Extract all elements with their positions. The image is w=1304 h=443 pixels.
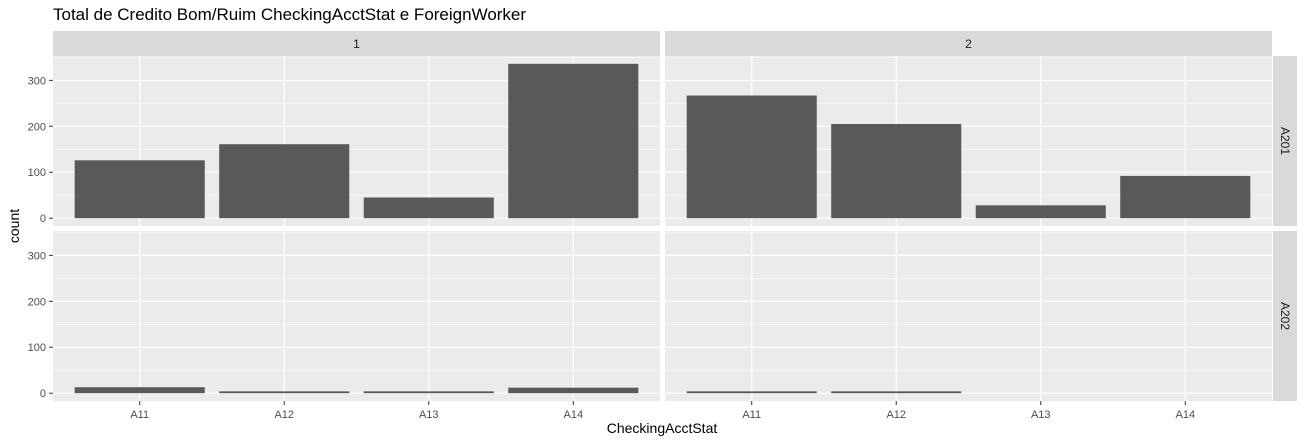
facet-strip-top-label: 1 [353, 37, 360, 51]
facet-panel [53, 56, 660, 226]
y-tick-label: 200 [28, 296, 46, 308]
x-tick-label: A12 [886, 409, 906, 421]
facet-strip-right-label: A202 [1278, 302, 1292, 330]
facet-panel [53, 231, 660, 401]
bar [363, 197, 494, 219]
facet-strip-top-label: 2 [965, 37, 972, 51]
y-tick-label: 200 [28, 121, 46, 133]
bar [508, 387, 639, 394]
y-tick-label: 100 [28, 342, 46, 354]
facet-strip-top [53, 31, 660, 56]
facet-strip-top [665, 31, 1272, 56]
bar [363, 391, 494, 394]
y-tick-label: 0 [40, 213, 46, 225]
facet-panels: 1 2 A201 A202 0 100 200 300 0 100 200 300 A11 A12 A13 A… [28, 31, 1297, 421]
bar [219, 391, 350, 394]
y-axis-title: count [6, 209, 22, 243]
x-tick-label: A14 [563, 409, 583, 421]
panel-background [665, 231, 1272, 401]
y-tick-label: 300 [28, 250, 46, 262]
bar [975, 205, 1106, 219]
bar [219, 144, 350, 219]
facet-panel [665, 231, 1272, 401]
facet-panel [665, 56, 1272, 226]
bar [831, 391, 962, 394]
x-tick-label: A14 [1175, 409, 1195, 421]
bar [74, 160, 205, 219]
bar [508, 63, 639, 219]
x-tick-label: A11 [742, 409, 761, 421]
x-tick-label: A13 [1031, 409, 1051, 421]
panel-background [53, 231, 660, 401]
bar [686, 95, 817, 219]
facet-strip-right [1273, 231, 1297, 401]
bar [686, 391, 817, 394]
bar [831, 124, 962, 219]
x-tick-label: A13 [419, 409, 439, 421]
y-tick-label: 300 [28, 75, 46, 87]
y-tick-label: 0 [40, 388, 46, 400]
facet-strip-right [1273, 56, 1297, 226]
bar [74, 387, 205, 394]
y-tick-label: 100 [28, 167, 46, 179]
bar [1120, 175, 1251, 219]
x-tick-label: A12 [274, 409, 294, 421]
facet-strip-right-label: A201 [1278, 127, 1292, 155]
x-tick-label: A11 [130, 409, 149, 421]
x-axis-title: CheckingAcctStat [607, 420, 718, 436]
chart-title: Total de Credito Bom/Ruim CheckingAcctSt… [53, 5, 527, 24]
